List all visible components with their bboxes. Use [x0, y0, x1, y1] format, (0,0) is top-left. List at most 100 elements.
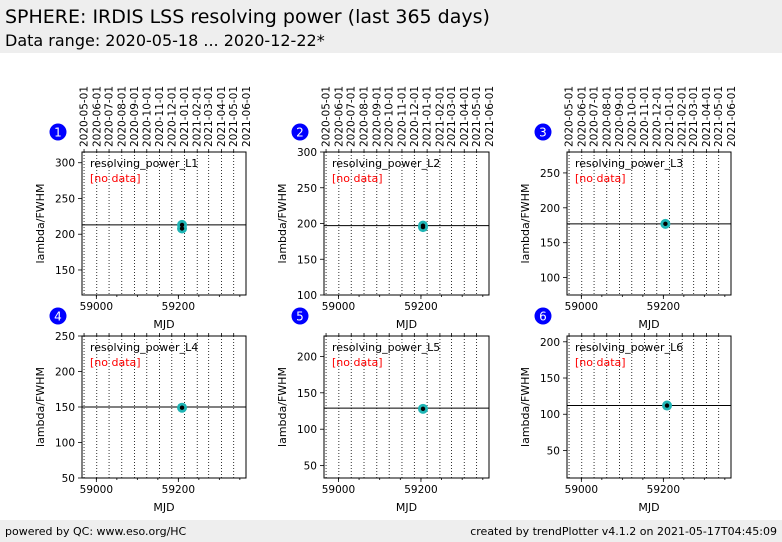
panel-number-badge — [49, 307, 67, 325]
date-tick-label: 2021-06-01 — [241, 86, 253, 147]
y-tick-label: 200 — [297, 351, 317, 363]
x-tick-label: 59200 — [404, 484, 437, 496]
header-bar: SPHERE: IRDIS LSS resolving power (last … — [0, 0, 782, 53]
date-tick-label: 2021-03-01 — [446, 86, 458, 147]
data-range-subtitle: Data range: 2020-05-18 ... 2020-12-22* — [5, 31, 325, 50]
x-tick-label: 59200 — [404, 301, 437, 313]
y-tick-label: 150 — [297, 254, 317, 266]
panel-number: 4 — [54, 310, 62, 324]
date-tick-label: 2021-02-01 — [677, 86, 689, 147]
y-axis-label: lambda/FWHM — [34, 367, 47, 447]
y-tick-label: 200 — [297, 219, 317, 231]
x-tick-label: 59200 — [162, 484, 195, 496]
data-point-dot — [179, 222, 185, 228]
y-tick-label: 50 — [304, 461, 317, 473]
x-axis-label: MJD — [153, 318, 174, 331]
no-data-note: [no data] — [332, 356, 383, 369]
no-data-note: [no data] — [332, 172, 383, 185]
x-tick-label: 59200 — [647, 301, 680, 313]
no-data-note: [no data] — [90, 172, 141, 185]
x-axis-label: MJD — [153, 501, 174, 514]
x-tick-label: 59000 — [322, 301, 355, 313]
x-tick-label: 59000 — [565, 301, 598, 313]
page-title: SPHERE: IRDIS LSS resolving power (last … — [5, 6, 490, 28]
y-tick-label: 200 — [55, 229, 75, 241]
series-label: resolving_power_L1 — [90, 157, 198, 170]
date-tick-label: 2021-03-01 — [688, 86, 700, 147]
axes-frame — [81, 151, 247, 296]
date-tick-label: 2020-09-01 — [371, 86, 383, 147]
y-axis-label: lambda/FWHM — [276, 184, 289, 264]
date-tick-label: 2020-07-01 — [104, 86, 116, 147]
panel-2: 2020-05-01 2020-06-01 2020-07-01 2020-08-01… — [276, 86, 496, 331]
y-tick-label: 100 — [55, 438, 75, 450]
date-tick-label: 2021-04-01 — [701, 86, 713, 147]
x-tick-label: 59200 — [162, 301, 195, 313]
date-tick-label: 2020-05-01 — [79, 86, 91, 147]
date-tick-label: 2021-01-01 — [422, 86, 434, 147]
date-tick-label: 2021-01-01 — [179, 86, 191, 147]
no-data-note: [no data] — [90, 356, 141, 369]
x-axis-label: MJD — [396, 501, 417, 514]
panel-number-badge — [534, 307, 552, 325]
panel-number-badge — [534, 123, 552, 141]
no-data-note: [no data] — [575, 356, 626, 369]
y-tick-label: 300 — [55, 158, 75, 170]
date-tick-label: 2020-06-01 — [576, 86, 588, 147]
y-axis-label: lambda/FWHM — [519, 184, 532, 264]
x-tick-label: 59000 — [322, 484, 355, 496]
date-tick-label: 2020-08-01 — [601, 86, 613, 147]
y-axis-label: lambda/FWHM — [519, 367, 532, 447]
y-tick-label: 200 — [540, 337, 560, 349]
data-point-dot — [663, 221, 668, 227]
date-tick-label: 2021-02-01 — [434, 86, 446, 147]
y-tick-label: 250 — [540, 168, 560, 180]
x-axis-label: MJD — [638, 501, 659, 514]
panel-number: 5 — [296, 310, 304, 324]
x-tick-label: 59000 — [80, 301, 113, 313]
date-tick-label: 2021-05-01 — [471, 86, 483, 147]
y-axis-label: lambda/FWHM — [276, 367, 289, 447]
panel-number-badge — [291, 123, 309, 141]
panel-4: 59000 59200 50 100 150 200 250 MJD lambda/FWHM re… — [34, 307, 247, 514]
series-label: resolving_power_L2 — [332, 157, 440, 170]
axes-frame — [323, 335, 490, 479]
date-tick-label: 2021-02-01 — [192, 86, 204, 147]
date-tick-label: 2020-10-01 — [626, 86, 638, 147]
x-tick-label: 59200 — [647, 484, 680, 496]
date-tick-label: 2020-06-01 — [333, 86, 345, 147]
date-tick-label: 2021-03-01 — [203, 86, 215, 147]
date-tick-label: 2020-05-01 — [321, 86, 333, 147]
x-axis-label: MJD — [396, 318, 417, 331]
y-tick-label: 100 — [297, 290, 317, 302]
series-label: resolving_power_L4 — [90, 341, 198, 354]
x-tick-label: 59000 — [80, 484, 113, 496]
date-tick-label: 2020-08-01 — [116, 86, 128, 147]
panel-1: 2020-05-01 2020-06-01 2020-07-01 2020-08-01… — [34, 86, 253, 331]
axes-frame — [566, 335, 732, 479]
y-tick-label: 100 — [540, 409, 560, 421]
panel-6: 59000 59200 50 100 150 200 MJD lambda/FWHM resol… — [519, 307, 732, 514]
date-tick-label: 2020-11-01 — [154, 86, 166, 147]
date-tick-label: 2021-04-01 — [216, 86, 228, 147]
data-point-dot — [420, 224, 426, 230]
date-tick-label: 2021-06-01 — [726, 86, 738, 147]
date-tick-label: 2020-09-01 — [614, 86, 626, 147]
panel-number: 2 — [296, 126, 304, 140]
x-tick-label: 59000 — [565, 484, 598, 496]
date-tick-label: 2020-10-01 — [141, 86, 153, 147]
footer-credit: powered by QC: www.eso.org/HC — [5, 525, 187, 538]
y-tick-label: 150 — [540, 373, 560, 385]
date-tick-label: 2021-05-01 — [713, 86, 725, 147]
series-label: resolving_power_L3 — [575, 157, 683, 170]
plots-area: 2020-05-01 2020-06-01 2020-07-01 2020-08-01… — [34, 86, 738, 514]
panel-number-badge — [291, 307, 309, 325]
footer-created-by: created by trendPlotter v4.1.2 on 2021-0… — [470, 525, 777, 538]
data-point-dot — [420, 406, 426, 412]
y-tick-label: 250 — [55, 193, 75, 205]
date-tick-label: 2021-01-01 — [664, 86, 676, 147]
panel-number-badge — [49, 123, 67, 141]
date-tick-label: 2021-04-01 — [459, 86, 471, 147]
date-tick-label: 2020-12-01 — [409, 86, 421, 147]
series-label: resolving_power_L5 — [332, 341, 440, 354]
